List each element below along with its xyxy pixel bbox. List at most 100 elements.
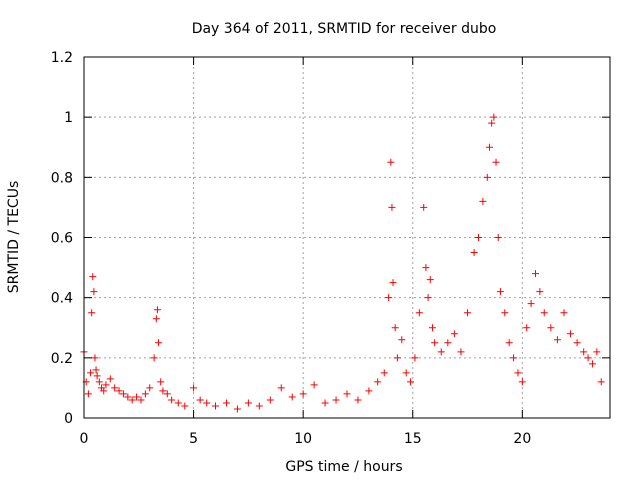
data-point <box>547 324 555 332</box>
data-point <box>222 399 230 407</box>
data-point <box>111 384 119 392</box>
x-tick-label: 20 <box>513 431 531 447</box>
data-point <box>89 273 97 281</box>
data-point <box>402 369 410 377</box>
data-point <box>124 393 132 401</box>
data-point <box>531 270 539 278</box>
data-point <box>266 396 274 404</box>
data-point <box>159 387 167 395</box>
y-tick-label: 0.2 <box>51 351 73 367</box>
data-point <box>560 309 568 317</box>
data-point <box>88 309 96 317</box>
data-point <box>464 309 472 317</box>
data-point <box>492 158 500 166</box>
data-point <box>87 369 95 377</box>
data-point <box>150 354 158 362</box>
data-point <box>157 378 165 386</box>
data-point <box>374 378 382 386</box>
data-point <box>536 288 544 296</box>
data-point <box>424 294 432 302</box>
data-point <box>514 369 522 377</box>
data-point <box>457 348 465 356</box>
x-tick-label: 10 <box>294 431 312 447</box>
data-point <box>431 339 439 347</box>
data-point <box>95 378 103 386</box>
data-point <box>233 405 241 413</box>
data-point <box>141 390 149 398</box>
x-axis-label: GPS time / hours <box>285 459 402 475</box>
data-point <box>490 113 498 121</box>
data-point <box>163 390 171 398</box>
data-point <box>133 393 141 401</box>
y-tick-label: 1.2 <box>51 50 73 66</box>
data-point <box>343 390 351 398</box>
data-point <box>391 324 399 332</box>
data-point <box>580 348 588 356</box>
data-point <box>119 390 127 398</box>
data-point <box>93 372 101 380</box>
data-point <box>174 399 182 407</box>
data-point <box>510 354 518 362</box>
data-point <box>567 330 575 338</box>
data-point <box>244 399 252 407</box>
y-tick-label: 0 <box>64 411 73 427</box>
data-point <box>288 393 296 401</box>
data-point <box>518 378 526 386</box>
data-point <box>527 300 535 308</box>
data-point <box>584 354 592 362</box>
data-point <box>407 378 415 386</box>
data-point <box>479 197 487 205</box>
axis-ticks: 0 0.2 0.4 0.6 0.8 1 1.2 0 5 10 15 20 <box>51 50 610 447</box>
data-point <box>470 249 478 257</box>
data-point <box>128 396 136 404</box>
grid-lines <box>84 57 610 418</box>
data-point <box>115 387 123 395</box>
data-point <box>422 264 430 272</box>
data-point <box>420 203 428 211</box>
y-tick-label: 0.8 <box>51 170 73 186</box>
data-point <box>91 354 99 362</box>
data-point <box>146 384 154 392</box>
data-point <box>553 336 561 344</box>
data-point <box>540 309 548 317</box>
data-point <box>321 399 329 407</box>
data-point <box>415 309 423 317</box>
chart-title: Day 364 of 2011, SRMTID for receiver dub… <box>192 21 497 37</box>
data-point <box>365 387 373 395</box>
data-point <box>106 375 114 383</box>
data-point <box>299 390 307 398</box>
data-point <box>475 234 482 241</box>
y-axis-label: SRMTID / TECUs <box>6 181 22 294</box>
data-point <box>398 336 406 344</box>
data-point <box>84 390 92 398</box>
data-point <box>212 402 219 410</box>
x-tick-label: 0 <box>80 431 89 447</box>
data-point <box>153 306 161 314</box>
data-point <box>196 396 204 404</box>
data-point <box>255 402 263 410</box>
data-point <box>437 348 445 356</box>
data-point <box>593 348 601 356</box>
data-point <box>501 309 509 317</box>
data-point <box>505 339 513 347</box>
data-point <box>168 396 176 404</box>
y-tick-label: 0.4 <box>51 291 73 307</box>
data-point <box>494 234 502 241</box>
data-point <box>332 396 340 404</box>
data-point <box>387 158 395 166</box>
data-point <box>573 339 581 347</box>
data-point <box>483 173 491 181</box>
data-point <box>388 203 396 211</box>
data-point <box>597 378 605 386</box>
data-point <box>485 143 493 151</box>
data-point <box>428 324 436 332</box>
data-point <box>277 384 285 392</box>
data-point <box>155 339 163 347</box>
y-tick-label: 1 <box>64 110 73 126</box>
data-point <box>181 402 189 410</box>
data-point <box>380 369 388 377</box>
data-point <box>203 399 211 407</box>
data-point <box>102 381 110 389</box>
data-point <box>426 276 434 284</box>
